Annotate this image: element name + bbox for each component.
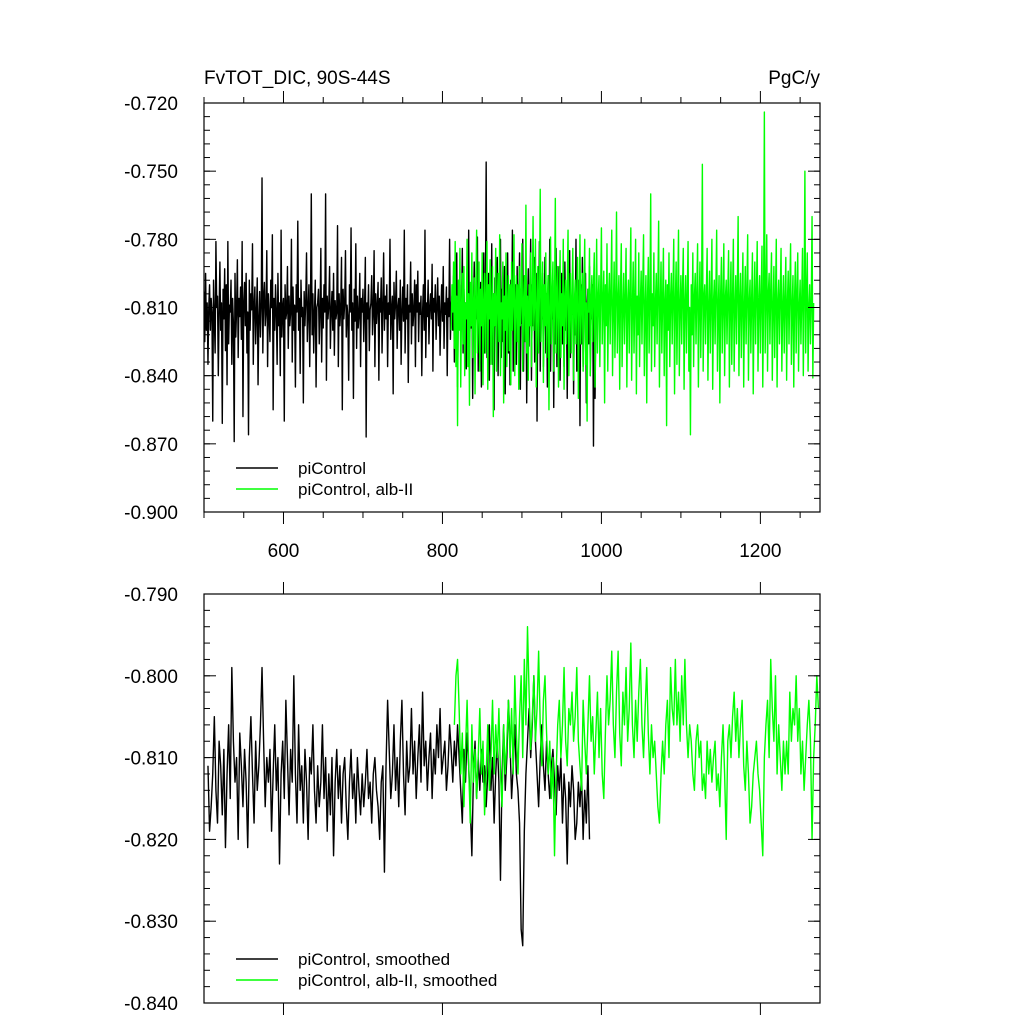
y-tick-label: -0.810 bbox=[124, 749, 178, 770]
y-tick-label: -0.820 bbox=[124, 830, 178, 851]
panel-top: -0.720 -0.750 -0.780 -0.810 -0.840 -0.870 -0.9… bbox=[124, 91, 821, 562]
y-tick-label: -0.790 bbox=[124, 585, 178, 606]
chart-title: FvTOT_DIC, 90S-44S bbox=[204, 68, 391, 89]
y-tick-label: -0.780 bbox=[124, 230, 178, 251]
legend-label: piControl, alb-II, smoothed bbox=[298, 971, 497, 990]
legend-label: piControl bbox=[298, 459, 366, 478]
series-line-0-1 bbox=[450, 111, 815, 436]
series-line-1-0 bbox=[207, 666, 591, 947]
series-line-1-1 bbox=[453, 626, 820, 857]
y-tick-label: -0.830 bbox=[124, 912, 178, 933]
legend-label: piControl, smoothed bbox=[298, 950, 450, 969]
y-tick-label: -0.840 bbox=[124, 994, 178, 1015]
legend-label: piControl, alb-II bbox=[298, 480, 413, 499]
y-tick-label: -0.900 bbox=[124, 503, 178, 524]
y-tick-label: -0.810 bbox=[124, 299, 178, 320]
y-tick-label: -0.800 bbox=[124, 667, 178, 688]
y-tick-label: -0.870 bbox=[124, 435, 178, 456]
x-tick-label: 600 bbox=[268, 541, 300, 562]
x-tick-label: 1000 bbox=[580, 541, 622, 562]
y-tick-label: -0.720 bbox=[124, 94, 178, 115]
y-tick-label: -0.750 bbox=[124, 162, 178, 183]
plot-frame bbox=[203, 593, 821, 1004]
x-tick-label: 800 bbox=[427, 541, 459, 562]
panel-bottom: -0.790 -0.800 -0.810 -0.820 -0.830 -0.840 piCo… bbox=[124, 582, 821, 1015]
chart-units: PgC/y bbox=[768, 68, 820, 89]
y-tick-label: -0.840 bbox=[124, 367, 178, 388]
x-tick-label: 1200 bbox=[739, 541, 781, 562]
series-line-0-0 bbox=[204, 161, 597, 447]
